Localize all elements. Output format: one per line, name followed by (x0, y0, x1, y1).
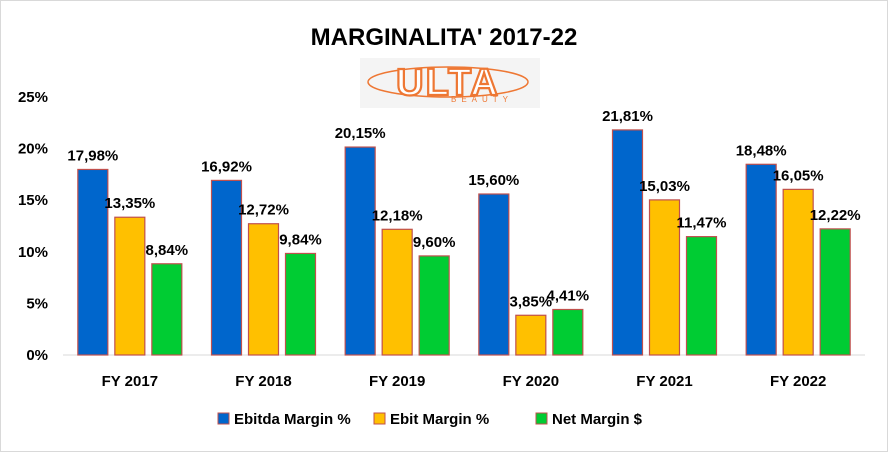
y-tick-label: 15% (18, 192, 48, 209)
data-label: 12,72% (238, 202, 289, 219)
data-label: 12,18% (372, 207, 423, 224)
y-tick-label: 20% (18, 141, 48, 158)
x-tick-label: FY 2019 (369, 373, 425, 390)
data-label: 8,84% (146, 242, 189, 259)
bar (820, 229, 850, 355)
data-label: 15,60% (468, 172, 519, 189)
x-tick-label: FY 2018 (235, 373, 291, 390)
data-label: 16,92% (201, 158, 252, 175)
y-tick-label: 25% (18, 89, 48, 106)
bar (345, 147, 375, 355)
bar (419, 256, 449, 355)
data-label: 16,05% (773, 167, 824, 184)
bar (286, 253, 316, 355)
legend-swatch (218, 413, 229, 424)
legend-label: Ebit Margin % (390, 411, 489, 428)
bar (516, 315, 546, 355)
legend-label: Net Margin $ (552, 411, 643, 428)
data-label: 4,41% (547, 287, 590, 304)
x-tick-label: FY 2022 (770, 373, 826, 390)
bar (115, 217, 145, 355)
bar (687, 237, 717, 355)
data-label: 13,35% (104, 195, 155, 212)
bar (553, 309, 583, 355)
data-label: 9,60% (413, 234, 456, 251)
bar (78, 169, 108, 355)
x-tick-label: FY 2021 (636, 373, 692, 390)
x-tick-label: FY 2020 (503, 373, 559, 390)
data-label: 9,84% (279, 231, 322, 248)
bar (479, 194, 509, 355)
bar (783, 189, 813, 355)
bar (650, 200, 680, 355)
data-label: 21,81% (602, 108, 653, 125)
chart-title: MARGINALITA' 2017-22 (311, 24, 578, 51)
legend-swatch (536, 413, 547, 424)
logo-subtext: BEAUTY (451, 95, 513, 104)
y-tick-label: 5% (26, 295, 48, 312)
data-label: 18,48% (736, 142, 787, 159)
data-label: 15,03% (639, 178, 690, 195)
bar (746, 164, 776, 355)
data-label: 12,22% (810, 207, 861, 224)
chart: MARGINALITA' 2017-22 ULTA BEAUTY 0% 5% 10%… (0, 0, 888, 452)
legend: Ebitda Margin % Ebit Margin % Net Margin $ (218, 411, 643, 428)
bar (382, 229, 412, 355)
x-tick-label: FY 2017 (102, 373, 158, 390)
legend-label: Ebitda Margin % (234, 411, 351, 428)
data-label: 11,47% (676, 215, 726, 232)
chart-svg: MARGINALITA' 2017-22 ULTA BEAUTY 0% 5% 10%… (0, 0, 888, 452)
bar (249, 224, 279, 355)
y-tick-label: 10% (18, 244, 48, 261)
bar (152, 264, 182, 355)
ulta-logo: ULTA BEAUTY (360, 58, 540, 108)
legend-swatch (374, 413, 385, 424)
data-label: 17,98% (67, 147, 118, 164)
data-label: 20,15% (335, 125, 386, 142)
bar (212, 180, 242, 355)
y-tick-label: 0% (26, 347, 48, 364)
bar (613, 130, 643, 355)
